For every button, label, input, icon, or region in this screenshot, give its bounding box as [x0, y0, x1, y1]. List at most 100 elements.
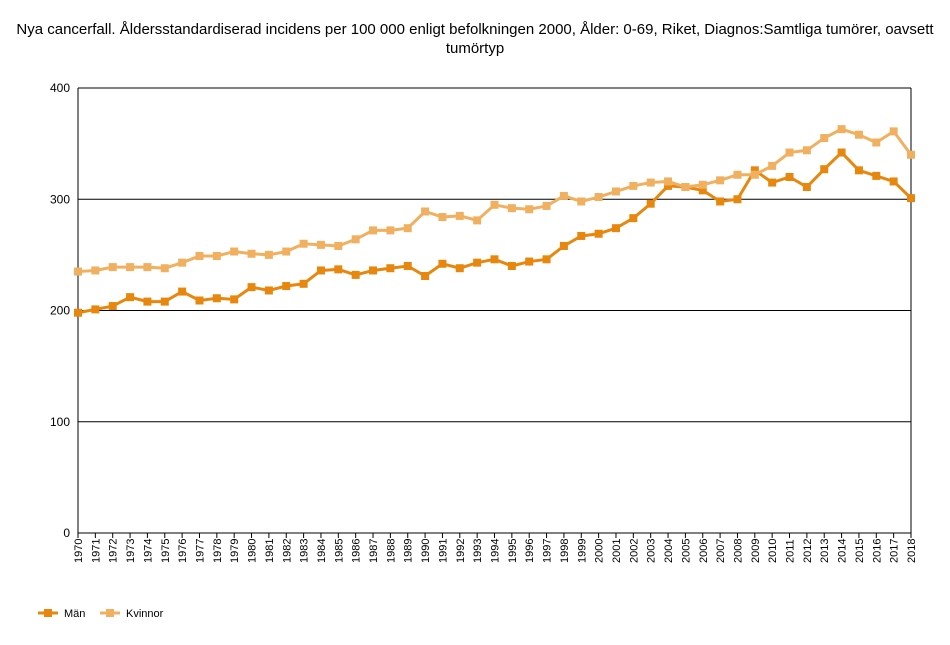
x-tick-label: 2000 [594, 539, 606, 563]
data-point [716, 176, 725, 185]
data-point [91, 266, 100, 275]
x-tick-label: 2002 [628, 539, 640, 563]
x-tick-label: 1977 [194, 539, 206, 563]
data-point [195, 251, 204, 260]
x-tick-label: 2014 [837, 539, 849, 563]
data-point [334, 265, 343, 274]
data-point [160, 264, 169, 273]
data-point [334, 241, 343, 250]
chart-title: Nya cancerfall. Åldersstandardiserad inc… [16, 21, 934, 57]
x-tick-label: 2009 [750, 539, 762, 563]
data-point [542, 201, 551, 210]
data-point [750, 170, 759, 179]
data-point [264, 286, 273, 295]
x-tick-label: 2016 [871, 539, 883, 563]
data-point [733, 170, 742, 179]
x-tick-label: 1975 [160, 539, 172, 563]
x-tick-label: 2005 [680, 539, 692, 563]
data-point [698, 186, 707, 195]
data-point [733, 195, 742, 204]
x-tick-label: 1989 [403, 539, 415, 563]
data-point [282, 282, 291, 291]
data-point [455, 211, 464, 220]
x-tick-label: 1997 [542, 539, 554, 563]
x-tick-label: 2012 [802, 539, 814, 563]
data-point [646, 178, 655, 187]
x-tick-label: 1987 [368, 539, 380, 563]
data-point [438, 213, 447, 222]
data-point [768, 178, 777, 187]
x-tick-label: 1981 [264, 539, 276, 563]
x-tick-label: 1986 [351, 539, 363, 563]
data-point [386, 264, 395, 273]
x-tick-label: 1996 [524, 539, 536, 563]
data-point [681, 183, 690, 192]
data-point [646, 199, 655, 208]
x-tick-label: 1973 [125, 539, 137, 563]
x-tick-label: 1993 [472, 539, 484, 563]
data-point [403, 224, 412, 233]
x-tick-label: 2001 [611, 539, 623, 563]
data-point [212, 294, 221, 303]
data-point [421, 207, 430, 216]
data-point [785, 148, 794, 157]
data-point [594, 229, 603, 238]
x-tick-label: 2017 [889, 539, 901, 563]
data-point [611, 187, 620, 196]
data-point [490, 255, 499, 264]
data-point [143, 263, 152, 272]
data-point [837, 125, 846, 134]
legend-label: Kvinnor [126, 608, 164, 620]
data-point [74, 308, 82, 317]
data-point [507, 262, 516, 270]
data-point [247, 249, 256, 258]
y-tick-label: 200 [50, 304, 70, 318]
y-tick-label: 100 [50, 415, 70, 429]
data-point [594, 193, 603, 202]
x-tick-label: 2004 [663, 539, 675, 563]
data-point [854, 130, 863, 139]
data-point [785, 173, 794, 181]
x-tick-label: 2007 [715, 539, 727, 563]
data-point [108, 302, 117, 311]
data-point [74, 267, 82, 276]
data-point [143, 297, 152, 306]
x-tick-label: 2008 [732, 539, 744, 563]
data-point [889, 127, 898, 136]
data-point [698, 180, 707, 189]
data-point [802, 146, 811, 155]
data-point [907, 194, 915, 203]
x-tick-label: 1991 [437, 539, 449, 563]
data-point [178, 258, 187, 267]
data-point [525, 205, 534, 214]
data-point [195, 296, 204, 305]
data-point [230, 247, 239, 256]
x-tick-label: 1979 [229, 539, 241, 563]
x-tick-label: 2011 [785, 539, 797, 563]
y-tick-label: 0 [63, 526, 70, 540]
data-point [507, 204, 516, 213]
data-point [750, 166, 759, 175]
data-point [872, 171, 881, 180]
x-tick-label: 1988 [385, 539, 397, 563]
data-point [889, 177, 898, 186]
data-point [490, 200, 499, 209]
data-point [768, 161, 777, 170]
data-point [403, 262, 412, 270]
data-point [126, 263, 135, 272]
data-point [351, 235, 360, 244]
data-point [351, 270, 360, 279]
x-tick-label: 1972 [108, 539, 120, 563]
data-point [282, 247, 291, 256]
data-point [316, 240, 325, 249]
data-point [160, 297, 169, 306]
x-tick-label: 2018 [906, 539, 918, 563]
legend-label: Män [64, 608, 85, 620]
x-tick-label: 2015 [854, 539, 866, 563]
data-point [108, 263, 117, 272]
data-point [664, 181, 673, 190]
y-tick-label: 300 [50, 192, 70, 206]
x-tick-label: 1978 [212, 539, 224, 563]
data-point [907, 150, 915, 159]
data-point [438, 259, 447, 268]
